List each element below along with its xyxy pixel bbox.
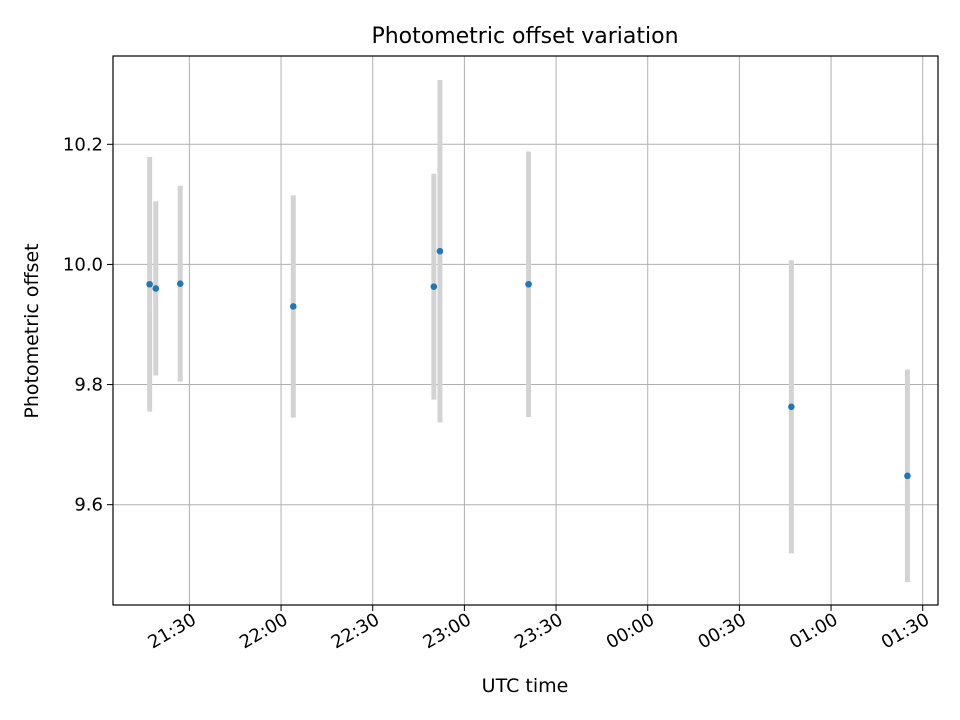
y-tick-label: 10.2 [63, 134, 103, 155]
data-point [788, 403, 795, 411]
x-axis-label: UTC time [482, 675, 569, 697]
plot-area-frame [112, 55, 939, 606]
data-points [146, 247, 911, 480]
data-point [436, 247, 444, 255]
data-point [904, 472, 911, 480]
y-tick-label: 9.6 [74, 495, 103, 516]
y-tick-label: 10.0 [63, 254, 103, 275]
data-point [430, 283, 438, 290]
data-point [525, 280, 532, 288]
y-axis-label: Photometric offset [21, 243, 43, 418]
data-point [176, 280, 184, 287]
chart-title: Photometric offset variation [371, 24, 678, 49]
y-tick-label: 9.8 [74, 375, 103, 396]
data-point [146, 280, 153, 288]
y-axis-ticks: 9.6 9.8 10.0 10.2 [63, 134, 113, 516]
data-point [289, 303, 297, 310]
grid-lines [113, 56, 938, 605]
data-point [152, 285, 160, 292]
